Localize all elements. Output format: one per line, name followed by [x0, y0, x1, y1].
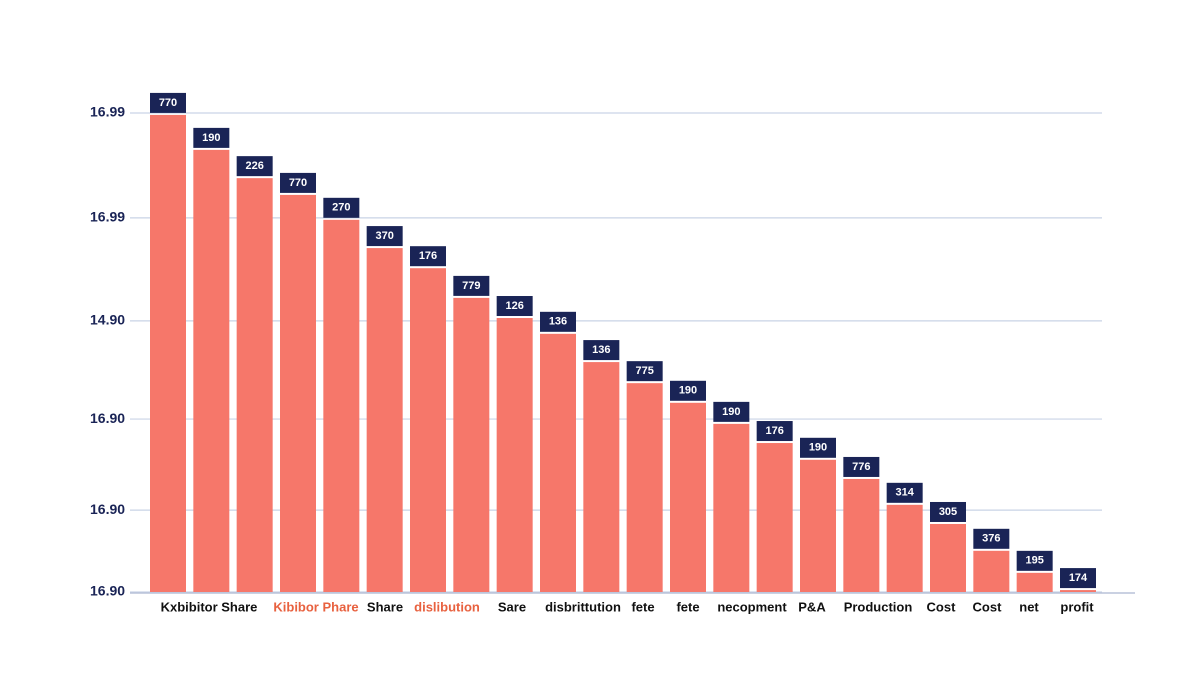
annotation-box [453, 275, 490, 296]
annotation: 176 [419, 250, 437, 262]
annotation: 314 [895, 487, 914, 499]
annotation: 775 [635, 365, 653, 377]
annotation: 376 [982, 533, 1000, 545]
annotation-box [1060, 568, 1096, 589]
bar [583, 362, 620, 592]
x-label: Sare [498, 599, 526, 614]
annotation: 776 [852, 461, 870, 473]
annotation-box [583, 340, 620, 361]
bar [323, 219, 360, 592]
x-label: Kxbibitor Share [161, 599, 258, 614]
annotation-box [410, 246, 446, 267]
annotation-box [150, 92, 186, 113]
y-tick-label: 16.90 [90, 501, 125, 517]
annotation: 779 [462, 280, 480, 292]
y-tick-label: 16.90 [90, 410, 125, 426]
bar [366, 248, 403, 592]
annotation: 305 [939, 506, 957, 518]
bar [626, 383, 663, 592]
x-label: Kibibor Phare [273, 599, 358, 614]
annotation-box [626, 361, 663, 382]
annotation: 126 [505, 300, 523, 312]
y-tick-label: 16.99 [90, 104, 125, 120]
annotation: 770 [289, 177, 307, 189]
annotation: 190 [722, 406, 740, 418]
x-label: profit [1060, 599, 1094, 614]
annotation-box [366, 226, 403, 247]
x-label: Cost [973, 599, 1003, 614]
x-label: disbrittution [545, 599, 621, 614]
annotation: 226 [245, 160, 263, 172]
x-label: Share [367, 599, 403, 614]
x-label: fete [676, 599, 699, 614]
bar [280, 194, 316, 592]
bar [886, 504, 923, 592]
x-label: Production [844, 599, 913, 614]
bar [193, 149, 230, 592]
annotation-box [280, 172, 316, 193]
annotation-box [843, 456, 880, 477]
bar [930, 523, 966, 592]
annotation: 190 [679, 385, 697, 397]
annotation-box [540, 311, 576, 332]
bar [496, 318, 533, 592]
bar [453, 297, 490, 592]
annotation-box [973, 528, 1010, 549]
annotation: 190 [202, 132, 220, 144]
bar [973, 550, 1010, 592]
annotation-box [193, 127, 230, 148]
x-label: Cost [927, 599, 957, 614]
annotation: 190 [809, 442, 827, 454]
annotation-box [236, 156, 273, 177]
annotation-box [496, 296, 533, 317]
x-label: fete [631, 599, 654, 614]
annotation-box [670, 380, 706, 401]
bar [756, 443, 793, 592]
annotation-box [713, 401, 750, 422]
annotation: 174 [1069, 572, 1088, 584]
annotation-box [886, 482, 923, 503]
annotation-box [800, 437, 836, 458]
y-tick-label: 16.90 [90, 583, 125, 599]
bar [150, 114, 186, 592]
bar [236, 178, 273, 593]
x-label: necopment [717, 599, 787, 614]
annotation-box [756, 421, 793, 442]
annotation: 195 [1025, 555, 1043, 567]
bar [713, 423, 750, 592]
bar [540, 333, 576, 592]
annotation-box [323, 197, 360, 218]
annotation: 176 [765, 425, 783, 437]
annotation: 136 [549, 316, 567, 328]
bar [1016, 572, 1053, 592]
annotation: 270 [332, 202, 350, 214]
bar [843, 478, 880, 592]
bar [800, 459, 836, 592]
annotation: 770 [159, 97, 177, 109]
x-label: net [1019, 599, 1039, 614]
x-label: dislibution [414, 599, 480, 614]
annotation: 370 [375, 230, 393, 242]
y-tick-label: 14.90 [90, 312, 125, 328]
x-label: P&A [798, 599, 826, 614]
annotation-box [1016, 550, 1053, 571]
bar [1060, 590, 1096, 592]
annotation-box [930, 501, 966, 522]
annotation: 136 [592, 344, 610, 356]
bar [410, 268, 446, 592]
y-tick-label: 16.99 [90, 209, 125, 225]
bar [670, 402, 706, 592]
